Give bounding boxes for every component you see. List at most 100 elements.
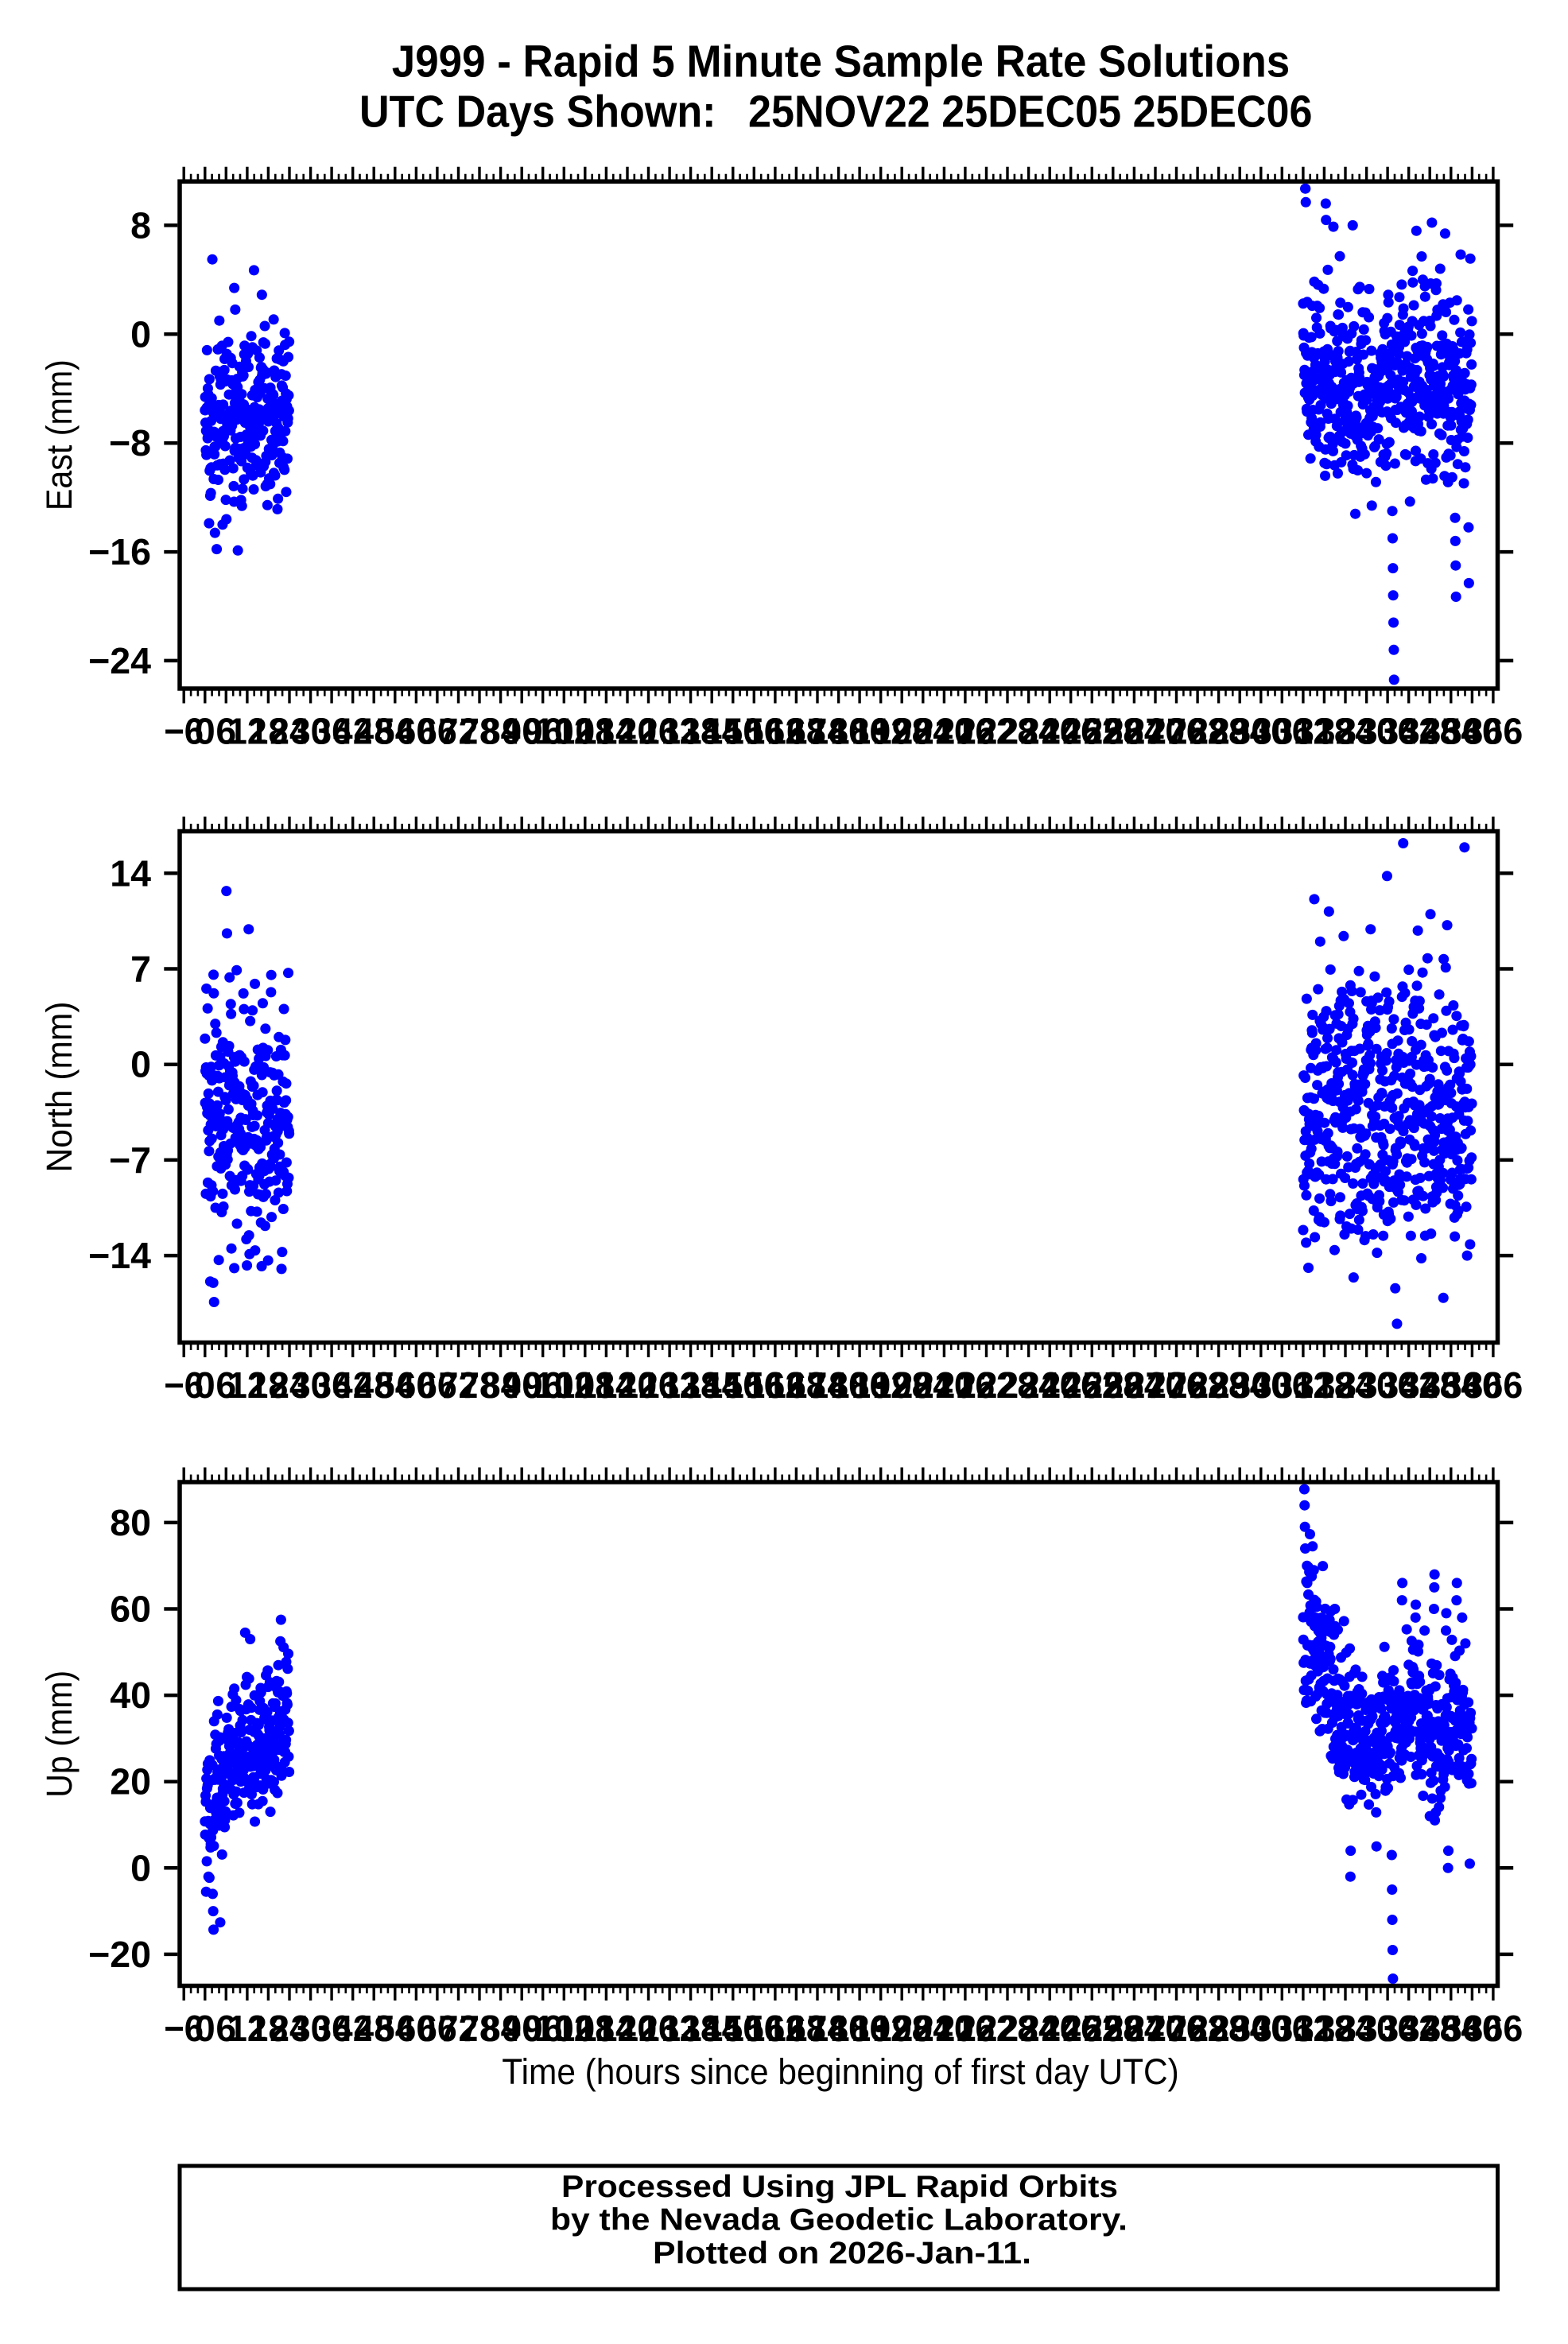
svg-text:258: 258 (1083, 710, 1143, 751)
svg-text:180: 180 (809, 710, 868, 751)
svg-text:30: 30 (291, 1364, 331, 1406)
svg-text:318: 318 (1294, 710, 1354, 751)
svg-text:168: 168 (767, 710, 826, 751)
svg-text:84: 84 (481, 710, 521, 751)
svg-text:36: 36 (312, 1364, 351, 1406)
svg-text:8: 8 (130, 204, 151, 246)
svg-text:−14: −14 (88, 1235, 151, 1276)
svg-text:80: 80 (110, 1502, 151, 1543)
svg-text:330: 330 (1337, 2008, 1396, 2049)
svg-text:288: 288 (1189, 1364, 1248, 1406)
svg-text:108: 108 (555, 2008, 615, 2049)
svg-text:0: 0 (130, 1847, 151, 1888)
svg-text:144: 144 (682, 1364, 742, 1406)
svg-text:114: 114 (576, 2008, 636, 2049)
svg-text:300: 300 (1231, 2008, 1290, 2049)
svg-text:54: 54 (375, 1364, 415, 1406)
svg-text:156: 156 (724, 710, 784, 751)
svg-text:204: 204 (893, 2008, 953, 2049)
svg-text:270: 270 (1126, 2008, 1186, 2049)
svg-text:78: 78 (460, 710, 499, 751)
svg-text:120: 120 (598, 710, 658, 751)
svg-text:−6: −6 (164, 2008, 204, 2049)
svg-text:174: 174 (788, 2008, 848, 2049)
svg-text:300: 300 (1231, 710, 1290, 751)
svg-text:180: 180 (809, 2008, 868, 2049)
svg-text:288: 288 (1189, 710, 1248, 751)
svg-text:222: 222 (957, 2008, 1016, 2049)
svg-text:330: 330 (1337, 1364, 1396, 1406)
svg-text:−20: −20 (88, 1934, 151, 1975)
svg-text:102: 102 (534, 1364, 594, 1406)
svg-text:228: 228 (978, 1364, 1038, 1406)
svg-text:48: 48 (354, 2008, 394, 2049)
svg-text:252: 252 (1062, 1364, 1122, 1406)
svg-text:210: 210 (914, 1364, 974, 1406)
svg-text:306: 306 (1252, 2008, 1312, 2049)
svg-text:198: 198 (872, 1364, 932, 1406)
svg-text:36: 36 (312, 2008, 351, 2049)
svg-text:18: 18 (249, 2008, 289, 2049)
svg-text:12: 12 (227, 1364, 267, 1406)
svg-text:72: 72 (439, 2008, 479, 2049)
svg-text:240: 240 (1020, 2008, 1080, 2049)
svg-text:216: 216 (936, 1364, 996, 1406)
svg-text:234: 234 (999, 2008, 1058, 2049)
svg-text:66: 66 (417, 710, 457, 751)
svg-text:318: 318 (1294, 1364, 1354, 1406)
svg-text:48: 48 (354, 710, 394, 751)
svg-text:312: 312 (1274, 1364, 1333, 1406)
svg-text:204: 204 (893, 710, 953, 751)
svg-text:by the Nevada Geodetic Laborat: by the Nevada Geodetic Laboratory. (550, 2202, 1127, 2237)
svg-text:198: 198 (872, 710, 932, 751)
svg-text:East (mm): East (mm) (39, 359, 80, 510)
svg-text:54: 54 (375, 2008, 415, 2049)
svg-text:40: 40 (110, 1675, 151, 1716)
svg-text:90: 90 (502, 1364, 541, 1406)
svg-text:60: 60 (110, 1589, 151, 1630)
svg-text:102: 102 (534, 710, 594, 751)
svg-text:42: 42 (333, 2008, 373, 2049)
svg-text:6: 6 (215, 710, 236, 751)
svg-text:318: 318 (1294, 2008, 1354, 2049)
svg-text:342: 342 (1379, 2008, 1438, 2049)
svg-text:6: 6 (215, 1364, 236, 1406)
svg-text:336: 336 (1358, 710, 1418, 751)
svg-text:156: 156 (724, 2008, 784, 2049)
svg-text:54: 54 (375, 710, 415, 751)
svg-text:138: 138 (661, 2008, 720, 2049)
svg-text:72: 72 (439, 710, 479, 751)
svg-text:264: 264 (1104, 710, 1164, 751)
svg-text:240: 240 (1020, 710, 1080, 751)
svg-text:150: 150 (703, 710, 763, 751)
svg-text:48: 48 (354, 1364, 394, 1406)
svg-text:282: 282 (1168, 1364, 1228, 1406)
svg-text:96: 96 (523, 1364, 563, 1406)
svg-text:42: 42 (333, 1364, 373, 1406)
svg-text:30: 30 (291, 710, 331, 751)
svg-text:14: 14 (110, 852, 151, 894)
svg-text:336: 336 (1358, 2008, 1418, 2049)
svg-text:18: 18 (249, 710, 289, 751)
svg-text:12: 12 (227, 710, 267, 751)
svg-text:258: 258 (1083, 1364, 1143, 1406)
svg-text:42: 42 (333, 710, 373, 751)
svg-text:6: 6 (215, 2008, 236, 2049)
svg-text:264: 264 (1104, 2008, 1164, 2049)
svg-text:−24: −24 (88, 640, 151, 681)
svg-text:126: 126 (619, 710, 678, 751)
svg-text:324: 324 (1316, 1364, 1376, 1406)
svg-text:306: 306 (1252, 710, 1312, 751)
svg-text:282: 282 (1168, 2008, 1228, 2049)
svg-text:342: 342 (1379, 1364, 1438, 1406)
svg-text:108: 108 (555, 1364, 615, 1406)
svg-text:354: 354 (1421, 1364, 1481, 1406)
svg-text:210: 210 (914, 710, 974, 751)
svg-text:192: 192 (851, 1364, 910, 1406)
svg-text:132: 132 (640, 710, 700, 751)
svg-text:138: 138 (661, 1364, 720, 1406)
svg-text:312: 312 (1274, 710, 1333, 751)
svg-text:360: 360 (1442, 1364, 1502, 1406)
svg-text:96: 96 (523, 2008, 563, 2049)
svg-text:246: 246 (1041, 2008, 1100, 2049)
